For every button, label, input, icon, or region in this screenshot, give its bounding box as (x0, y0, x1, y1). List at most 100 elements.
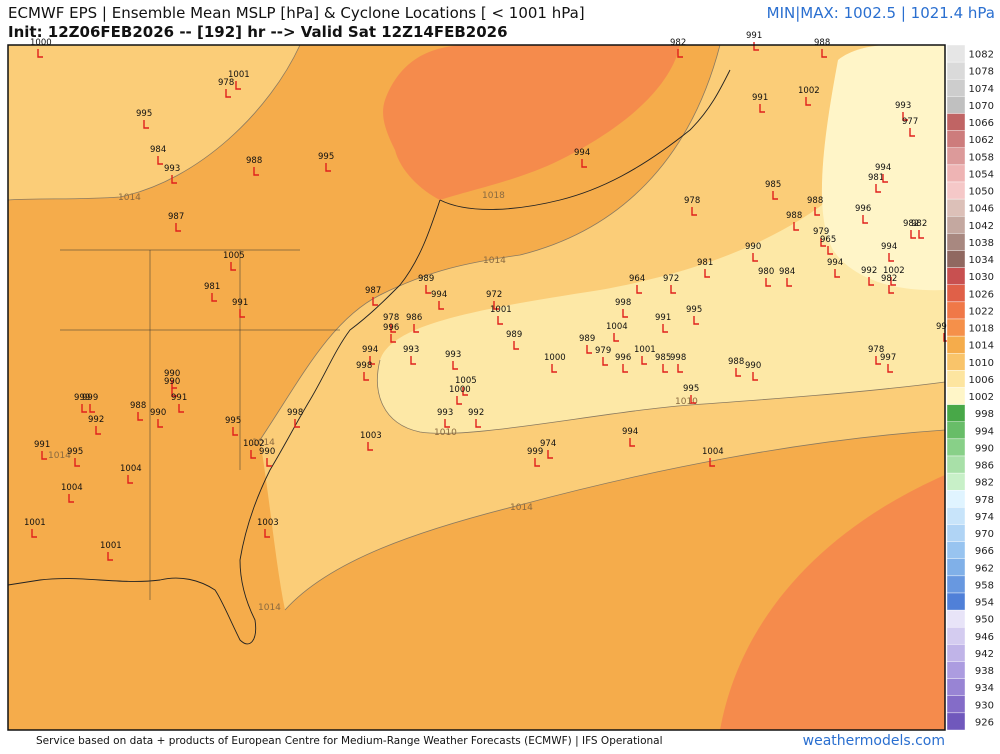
cyclone-pressure: 974 (540, 439, 556, 449)
cyclone-pressure: 1000 (449, 385, 471, 395)
title: ECMWF EPS | Ensemble Mean MSLP [hPa] & C… (8, 4, 585, 22)
cyclone-marker (602, 357, 608, 366)
cyclone-marker (670, 285, 676, 294)
colorbar-label: 1070 (969, 101, 994, 112)
cyclone-marker (875, 356, 881, 365)
cyclone-pressure: 1001 (490, 305, 512, 315)
cyclone-pressure: 986 (406, 313, 422, 323)
cyclone-marker (534, 458, 540, 467)
cyclone-marker (325, 163, 331, 172)
cyclone-pressure: 994 (622, 427, 638, 437)
cyclone-pressure: 982 (670, 38, 686, 48)
cyclone-marker (888, 285, 894, 294)
cyclone-marker (662, 324, 668, 333)
colorbar-cell (946, 438, 966, 457)
cyclone-pressure: 978 (218, 78, 234, 88)
cyclone-pressure: 1001 (24, 518, 46, 528)
cyclone-pressure: 989 (418, 274, 434, 284)
cyclone-marker (390, 334, 396, 343)
cyclone-pressure: 998 (287, 408, 303, 418)
colorbar-cell (946, 507, 966, 525)
cyclone-marker (677, 364, 683, 373)
colorbar-label: 970 (975, 529, 994, 540)
isobar (259, 44, 721, 441)
colorbar-label: 1054 (969, 169, 994, 180)
colorbar-cell (946, 678, 966, 696)
cyclone-marker (37, 49, 43, 58)
cyclone-pressure: 999 (527, 447, 543, 457)
isobar-label: 1010 (434, 428, 457, 438)
min-max: MIN|MAX: 1002.5 | 1021.4 hPa (767, 4, 995, 22)
cyclone-marker (709, 458, 715, 467)
cyclone-pressure: 988 (807, 196, 823, 206)
colorbar-cell (946, 592, 966, 611)
cyclone-marker (363, 372, 369, 381)
cyclone-pressure: 1000 (30, 38, 52, 48)
cyclone-pressure: 991 (752, 93, 768, 103)
cyclone-marker (793, 222, 799, 231)
cyclone-pressure: 994 (362, 345, 378, 355)
colorbar-cell (946, 472, 966, 491)
colorbar-cell (946, 644, 966, 662)
cyclone-marker (239, 309, 245, 318)
cyclone-pressure: 995 (136, 109, 152, 119)
colorbar-cell (946, 267, 966, 285)
cyclone-marker (81, 404, 87, 413)
colorbar-cell (946, 216, 966, 234)
cyclone-pressure: 996 (615, 353, 631, 363)
cyclone-marker (581, 159, 587, 168)
cyclone-pressure: 991 (171, 393, 187, 403)
cyclone-marker (887, 364, 893, 373)
cyclone-marker (452, 361, 458, 370)
cyclone-marker (622, 364, 628, 373)
isobar-label: 1014 (252, 438, 275, 448)
cyclone-marker (390, 324, 396, 333)
cyclone-marker (462, 387, 468, 396)
cyclone-pressure: 997 (936, 322, 952, 332)
cyclone-marker (107, 552, 113, 561)
cyclone-pressure: 998 (356, 361, 372, 371)
cyclone-marker (175, 223, 181, 232)
colorbar-label: 1046 (969, 204, 994, 215)
colorbar-label: 1010 (969, 358, 994, 369)
cyclone-pressure: 1001 (228, 70, 250, 80)
colorbar-cell (946, 455, 966, 474)
colorbar-cell (946, 712, 966, 731)
cyclone-pressure: 995 (318, 152, 334, 162)
colorbar-label: 1082 (969, 50, 994, 61)
cyclone-marker (814, 207, 820, 216)
cyclone-marker (369, 356, 375, 365)
cyclone-pressure: 981 (204, 282, 220, 292)
colorbar: 1082 1078 1074 1070 1066 1062 1058 1054 1050 1046… (946, 44, 994, 731)
cyclone-pressure: 1004 (61, 483, 83, 493)
cyclone-pressure: 995 (67, 447, 83, 457)
colorbar-cell (946, 44, 966, 63)
isobar-label: 1014 (258, 603, 281, 613)
colorbar-label: 990 (975, 443, 994, 454)
cyclone-marker (704, 269, 710, 278)
cyclone-marker (250, 450, 256, 459)
cyclone-pressure: 989 (579, 334, 595, 344)
cyclone-pressure: 985 (765, 180, 781, 190)
cyclone-pressure: 993 (403, 345, 419, 355)
cyclone-marker (902, 112, 908, 121)
isobar (7, 44, 301, 201)
cyclone-marker (264, 529, 270, 538)
cyclone-marker (735, 368, 741, 377)
cyclone-marker (438, 301, 444, 310)
cyclone-marker (821, 49, 827, 58)
cyclone-pressure: 990 (259, 447, 275, 457)
cyclone-pressure: 965 (820, 235, 836, 245)
cyclone-pressure: 994 (881, 242, 897, 252)
isobar-label: 1014 (483, 256, 506, 266)
cyclone-marker (232, 427, 238, 436)
colorbar-label: 1030 (969, 272, 994, 283)
cyclone-marker (127, 475, 133, 484)
field-1010-1014 (8, 45, 300, 200)
colorbar-label: 1038 (969, 238, 994, 249)
cyclone-marker (475, 419, 481, 428)
cyclone-marker (31, 529, 37, 538)
cyclone-pressure: 964 (629, 274, 645, 284)
colorbar-label: 1034 (969, 255, 994, 266)
